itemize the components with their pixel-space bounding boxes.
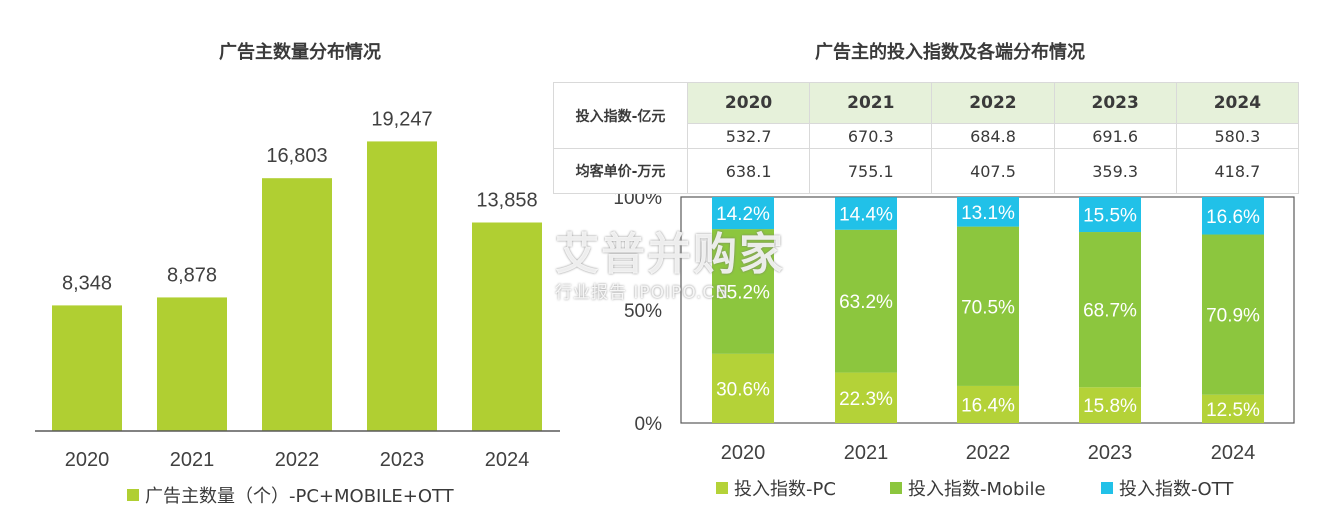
segment-label: 55.2% — [716, 282, 770, 303]
segment-label: 13.1% — [961, 203, 1015, 224]
x-tick-label: 2020 — [721, 442, 766, 464]
table-cell: 418.7 — [1175, 148, 1300, 194]
stacked-bar-segment — [712, 229, 774, 354]
stacked-bar-segment — [957, 197, 1019, 227]
table-cell: 407.5 — [931, 148, 1055, 194]
stacked-bar-segment — [957, 385, 1019, 423]
legend-label: 投入指数-OTT — [1119, 479, 1234, 500]
left-chart-title: 广告主数量分布情况 — [219, 42, 381, 63]
segment-label: 12.5% — [1206, 400, 1260, 421]
stacked-bar-segment — [1202, 197, 1264, 235]
stacked-bar-segment — [1079, 197, 1141, 233]
x-tick-label: 2021 — [844, 442, 889, 464]
table-cell: 670.3 — [809, 123, 933, 149]
legend-label: 投入指数-Mobile — [908, 479, 1046, 500]
segment-label: 68.7% — [1083, 301, 1137, 322]
segment-label: 15.5% — [1083, 206, 1137, 227]
segment-label: 22.3% — [839, 389, 893, 410]
y-tick-label: 0% — [635, 414, 663, 435]
legend-swatch — [1101, 482, 1113, 494]
bar-value-label: 16,803 — [266, 145, 327, 167]
legend-swatch — [890, 482, 902, 494]
bar — [52, 305, 122, 431]
bar-value-label: 8,878 — [167, 264, 217, 286]
bar-value-label: 8,348 — [62, 272, 112, 294]
segment-label: 16.4% — [961, 395, 1015, 416]
table-header-row: 投入指数-亿元 2020 2021 2022 2023 2024 — [553, 82, 1300, 149]
right-legend-mobile: 投入指数-Mobile — [890, 475, 1046, 501]
table-year-2024: 2024 — [1175, 82, 1300, 124]
right-chart-title: 广告主的投入指数及各端分布情况 — [815, 42, 1085, 63]
legend-swatch — [127, 489, 139, 501]
legend-label: 广告主数量（个）-PC+MOBILE+OTT — [145, 486, 454, 507]
segment-label: 14.2% — [716, 204, 770, 225]
y-tick-label: 50% — [624, 301, 662, 322]
table-row-label: 均客单价-万元 — [553, 148, 688, 194]
x-tick-label: 2023 — [380, 449, 425, 471]
bar — [472, 222, 542, 431]
stacked-bar-segment — [712, 197, 774, 230]
bar-value-label: 13,858 — [476, 190, 537, 212]
legend-swatch — [716, 482, 728, 494]
table-year-2022: 2022 — [931, 82, 1055, 124]
table-cell: 580.3 — [1175, 123, 1300, 149]
stacked-bar-segment — [835, 372, 897, 423]
table-cell: 691.6 — [1053, 123, 1177, 149]
stacked-bar-segment — [1079, 387, 1141, 423]
segment-label: 16.6% — [1206, 207, 1260, 228]
investment-table: 投入指数-亿元 2020 2021 2022 2023 2024 532.7 6… — [553, 82, 1300, 194]
x-tick-label: 2024 — [1211, 442, 1256, 464]
stacked-bar-segment — [712, 353, 774, 423]
right-legend-pc: 投入指数-PC — [716, 475, 836, 501]
stacked-bar-segment — [1202, 394, 1264, 423]
table-cell: 532.7 — [686, 123, 811, 149]
stacked-bar-segment — [957, 226, 1019, 386]
x-tick-label: 2022 — [966, 442, 1011, 464]
bar-value-label: 19,247 — [371, 108, 432, 130]
segment-label: 30.6% — [716, 379, 770, 400]
x-tick-label: 2022 — [275, 449, 320, 471]
x-tick-label: 2020 — [65, 449, 110, 471]
bar — [157, 297, 227, 431]
stacked-bar-segment — [1202, 234, 1264, 395]
table-year-2023: 2023 — [1053, 82, 1177, 124]
left-legend: 广告主数量（个）-PC+MOBILE+OTT — [127, 482, 454, 508]
table-cell: 755.1 — [809, 148, 933, 194]
bar — [367, 141, 437, 431]
table-row: 532.7 670.3 684.8 691.6 580.3 — [554, 123, 1300, 149]
x-tick-label: 2021 — [170, 449, 215, 471]
bar — [262, 178, 332, 431]
table-cell: 638.1 — [686, 148, 811, 194]
right-legend-ott: 投入指数-OTT — [1101, 475, 1233, 501]
stacked-bar-segment — [835, 229, 897, 373]
table-row: 均客单价-万元 638.1 755.1 407.5 359.3 418.7 — [553, 148, 1300, 194]
x-tick-label: 2024 — [485, 449, 530, 471]
table-cell: 359.3 — [1053, 148, 1177, 194]
segment-label: 14.4% — [839, 204, 893, 225]
table-row-label: 投入指数-亿元 — [553, 82, 688, 149]
stacked-bar-segment — [1079, 232, 1141, 388]
table-year-2020: 2020 — [686, 82, 811, 124]
segment-label: 63.2% — [839, 292, 893, 313]
legend-label: 投入指数-PC — [734, 479, 836, 500]
x-tick-label: 2023 — [1088, 442, 1133, 464]
table-cell: 684.8 — [931, 123, 1055, 149]
table-year-2021: 2021 — [809, 82, 933, 124]
segment-label: 70.5% — [961, 297, 1015, 318]
stacked-bar-segment — [835, 197, 897, 230]
segment-label: 70.9% — [1206, 306, 1260, 327]
segment-label: 15.8% — [1083, 396, 1137, 417]
